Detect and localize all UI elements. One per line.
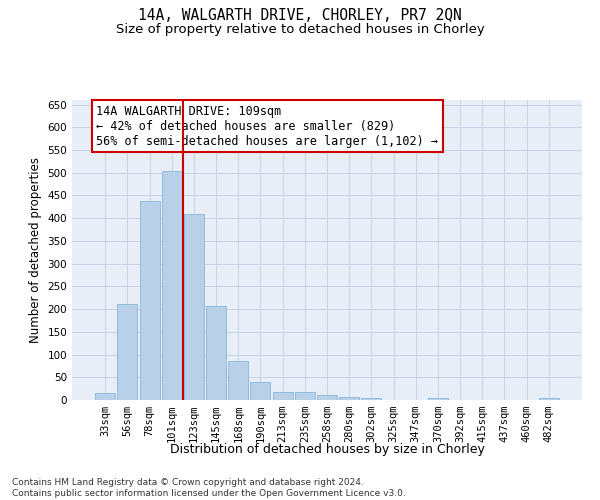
Bar [361, 398, 382, 400]
Bar [317, 395, 337, 400]
Bar [295, 392, 315, 400]
Text: Size of property relative to detached houses in Chorley: Size of property relative to detached ho… [116, 22, 484, 36]
Bar [339, 398, 359, 400]
Text: Contains HM Land Registry data © Crown copyright and database right 2024.
Contai: Contains HM Land Registry data © Crown c… [12, 478, 406, 498]
Text: 14A WALGARTH DRIVE: 109sqm
← 42% of detached houses are smaller (829)
56% of sem: 14A WALGARTH DRIVE: 109sqm ← 42% of deta… [96, 104, 438, 148]
Bar [206, 306, 226, 400]
Bar [162, 172, 182, 400]
Bar [428, 398, 448, 400]
Bar [184, 214, 204, 400]
Y-axis label: Number of detached properties: Number of detached properties [29, 157, 42, 343]
Bar [140, 202, 160, 400]
Text: 14A, WALGARTH DRIVE, CHORLEY, PR7 2QN: 14A, WALGARTH DRIVE, CHORLEY, PR7 2QN [138, 8, 462, 22]
Bar [228, 362, 248, 400]
Bar [118, 304, 137, 400]
Bar [272, 392, 293, 400]
Bar [539, 398, 559, 400]
Bar [250, 382, 271, 400]
Text: Distribution of detached houses by size in Chorley: Distribution of detached houses by size … [170, 442, 484, 456]
Bar [95, 393, 115, 400]
